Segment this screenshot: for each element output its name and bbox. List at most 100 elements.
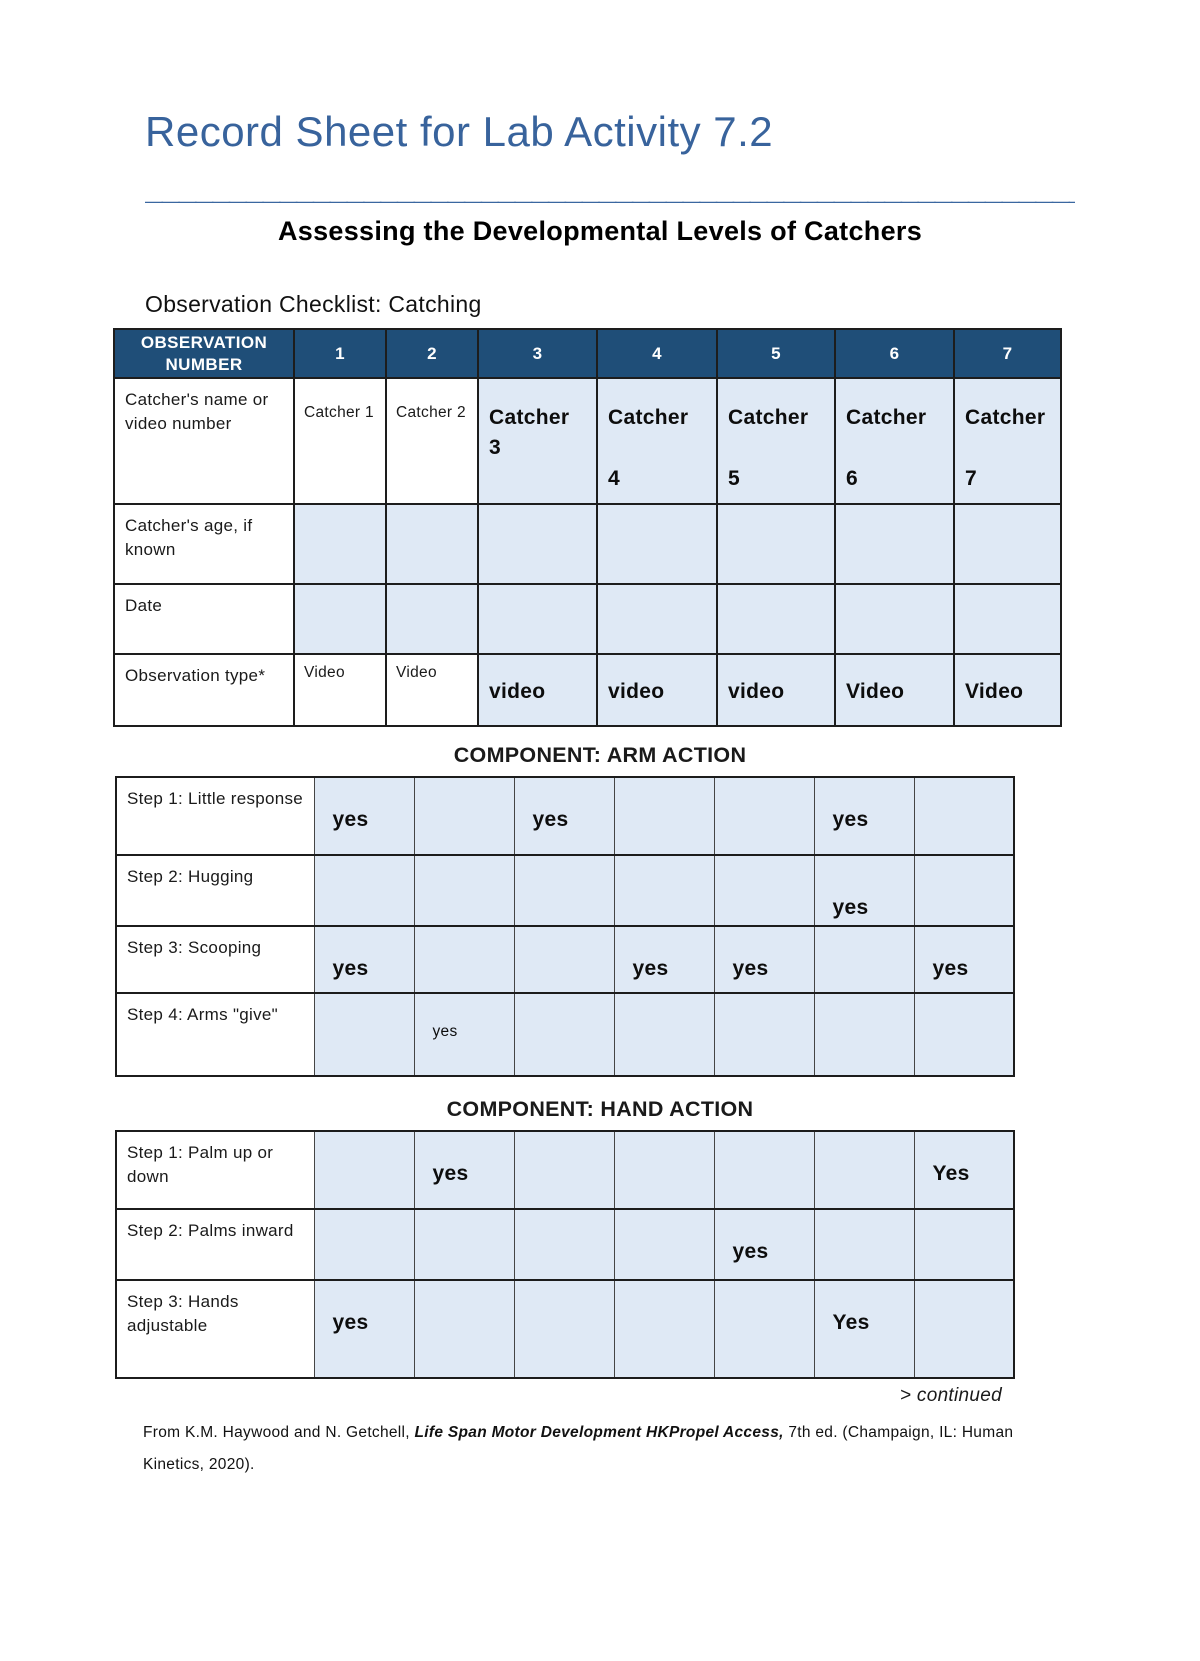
value-cell[interactable]: video [716, 652, 836, 727]
value-cell[interactable] [713, 991, 815, 1077]
table-row: Step 3: Hands adjustable yes Yes [115, 1278, 1015, 1379]
observation-table: OBSERVATION NUMBER 1 2 3 4 5 6 7 Catcher… [113, 328, 1062, 727]
subtitle: Assessing the Developmental Levels of Ca… [277, 216, 923, 247]
value-cell[interactable] [834, 582, 955, 655]
value-cell[interactable] [913, 853, 1015, 927]
value-cell[interactable] [953, 582, 1062, 655]
value-cell[interactable] [713, 853, 815, 927]
value-cell[interactable]: Catcher 6 [834, 376, 955, 505]
value-cell[interactable] [513, 924, 615, 994]
value-cell[interactable] [313, 1129, 415, 1210]
value-cell[interactable]: yes [313, 1278, 415, 1379]
value-cell[interactable] [913, 1207, 1015, 1281]
value-cell[interactable]: Video [293, 652, 387, 727]
row-label-observation-type: Observation type* [113, 652, 295, 727]
value-cell[interactable] [713, 775, 815, 856]
value-cell[interactable]: Catcher 5 [716, 376, 836, 505]
value-cell[interactable] [813, 1207, 915, 1281]
row-label-hand-step1: Step 1: Palm up or down [115, 1129, 315, 1210]
value-cell[interactable] [313, 853, 415, 927]
value-cell[interactable] [596, 502, 718, 585]
value-cell[interactable]: yes [713, 1207, 815, 1281]
value-cell[interactable]: Video [953, 652, 1062, 727]
value-cell[interactable] [913, 775, 1015, 856]
value-cell[interactable]: yes [813, 853, 915, 927]
value-cell[interactable] [413, 1207, 515, 1281]
value-cell[interactable] [513, 1278, 615, 1379]
value-cell[interactable]: Catcher 4 [596, 376, 718, 505]
value-cell[interactable] [716, 582, 836, 655]
value-cell[interactable] [477, 502, 598, 585]
value-cell[interactable]: yes [713, 924, 815, 994]
value-cell[interactable]: yes [313, 924, 415, 994]
hand-action-table: Step 1: Palm up or down yes Yes Step 2: … [115, 1129, 1015, 1379]
value-cell[interactable] [713, 1129, 815, 1210]
value-cell[interactable] [385, 582, 479, 655]
table-row: Date [113, 582, 1062, 655]
value-cell[interactable] [716, 502, 836, 585]
continued-note: > continued [899, 1384, 1002, 1406]
value-cell[interactable] [913, 991, 1015, 1077]
value-cell[interactable]: yes [413, 1129, 515, 1210]
value-cell[interactable]: video [477, 652, 598, 727]
document-page: Record Sheet for Lab Activity 7.2 ______… [0, 108, 1200, 1480]
value-cell[interactable] [413, 853, 515, 927]
value-cell[interactable] [613, 775, 715, 856]
value-cell[interactable] [813, 1129, 915, 1210]
value-cell[interactable] [613, 853, 715, 927]
value-cell[interactable] [953, 502, 1062, 585]
row-label-arm-step3: Step 3: Scooping [115, 924, 315, 994]
value-cell[interactable] [413, 924, 515, 994]
value-cell[interactable] [313, 991, 415, 1077]
value-cell[interactable]: Catcher 7 [953, 376, 1062, 505]
value-cell[interactable]: Video [385, 652, 479, 727]
value-cell[interactable]: yes [613, 924, 715, 994]
row-label-date: Date [113, 582, 295, 655]
row-label-catcher-name: Catcher's name or video number [113, 376, 295, 505]
value-cell[interactable]: yes [913, 924, 1015, 994]
value-cell[interactable] [613, 1129, 715, 1210]
value-cell[interactable] [313, 1207, 415, 1281]
value-cell[interactable] [385, 502, 479, 585]
row-label-arm-step1: Step 1: Little response [115, 775, 315, 856]
value-cell[interactable] [834, 502, 955, 585]
value-cell[interactable] [613, 991, 715, 1077]
value-cell[interactable]: Yes [913, 1129, 1015, 1210]
value-cell[interactable] [293, 502, 387, 585]
value-cell[interactable] [413, 1278, 515, 1379]
table-row: Step 1: Little response yes yes yes [115, 775, 1015, 856]
value-cell[interactable]: video [596, 652, 718, 727]
value-cell[interactable] [513, 1207, 615, 1281]
value-cell[interactable]: yes [813, 775, 915, 856]
page-title: Record Sheet for Lab Activity 7.2 [145, 108, 774, 155]
checklist-section-label: Observation Checklist: Catching [145, 291, 482, 318]
value-cell[interactable]: yes [313, 775, 415, 856]
table-row: Step 2: Hugging yes [115, 853, 1015, 927]
value-cell[interactable]: yes [513, 775, 615, 856]
value-cell[interactable] [713, 1278, 815, 1379]
value-cell[interactable] [477, 582, 598, 655]
value-cell[interactable] [613, 1207, 715, 1281]
value-cell[interactable] [513, 1129, 615, 1210]
value-cell[interactable] [813, 924, 915, 994]
value-cell[interactable]: Video [834, 652, 955, 727]
value-cell[interactable] [613, 1278, 715, 1379]
value-cell[interactable]: Catcher 2 [385, 376, 479, 505]
header-cell-2: 2 [385, 328, 479, 379]
citation-prefix: From K.M. Haywood and N. Getchell, [143, 1423, 415, 1441]
value-cell[interactable] [293, 582, 387, 655]
table-row: Step 1: Palm up or down yes Yes [115, 1129, 1015, 1210]
value-cell[interactable]: Yes [813, 1278, 915, 1379]
value-cell[interactable] [813, 991, 915, 1077]
row-label-hand-step2: Step 2: Palms inward [115, 1207, 315, 1281]
value-cell[interactable] [596, 582, 718, 655]
observation-header-row: OBSERVATION NUMBER 1 2 3 4 5 6 7 [113, 328, 1062, 379]
value-cell[interactable]: yes [413, 991, 515, 1077]
value-cell[interactable]: Catcher 1 [293, 376, 387, 505]
value-cell[interactable] [413, 775, 515, 856]
arm-action-table: Step 1: Little response yes yes yes Step… [115, 775, 1015, 1077]
value-cell[interactable] [913, 1278, 1015, 1379]
value-cell[interactable] [513, 853, 615, 927]
value-cell[interactable] [513, 991, 615, 1077]
value-cell[interactable]: Catcher 3 [477, 376, 598, 505]
